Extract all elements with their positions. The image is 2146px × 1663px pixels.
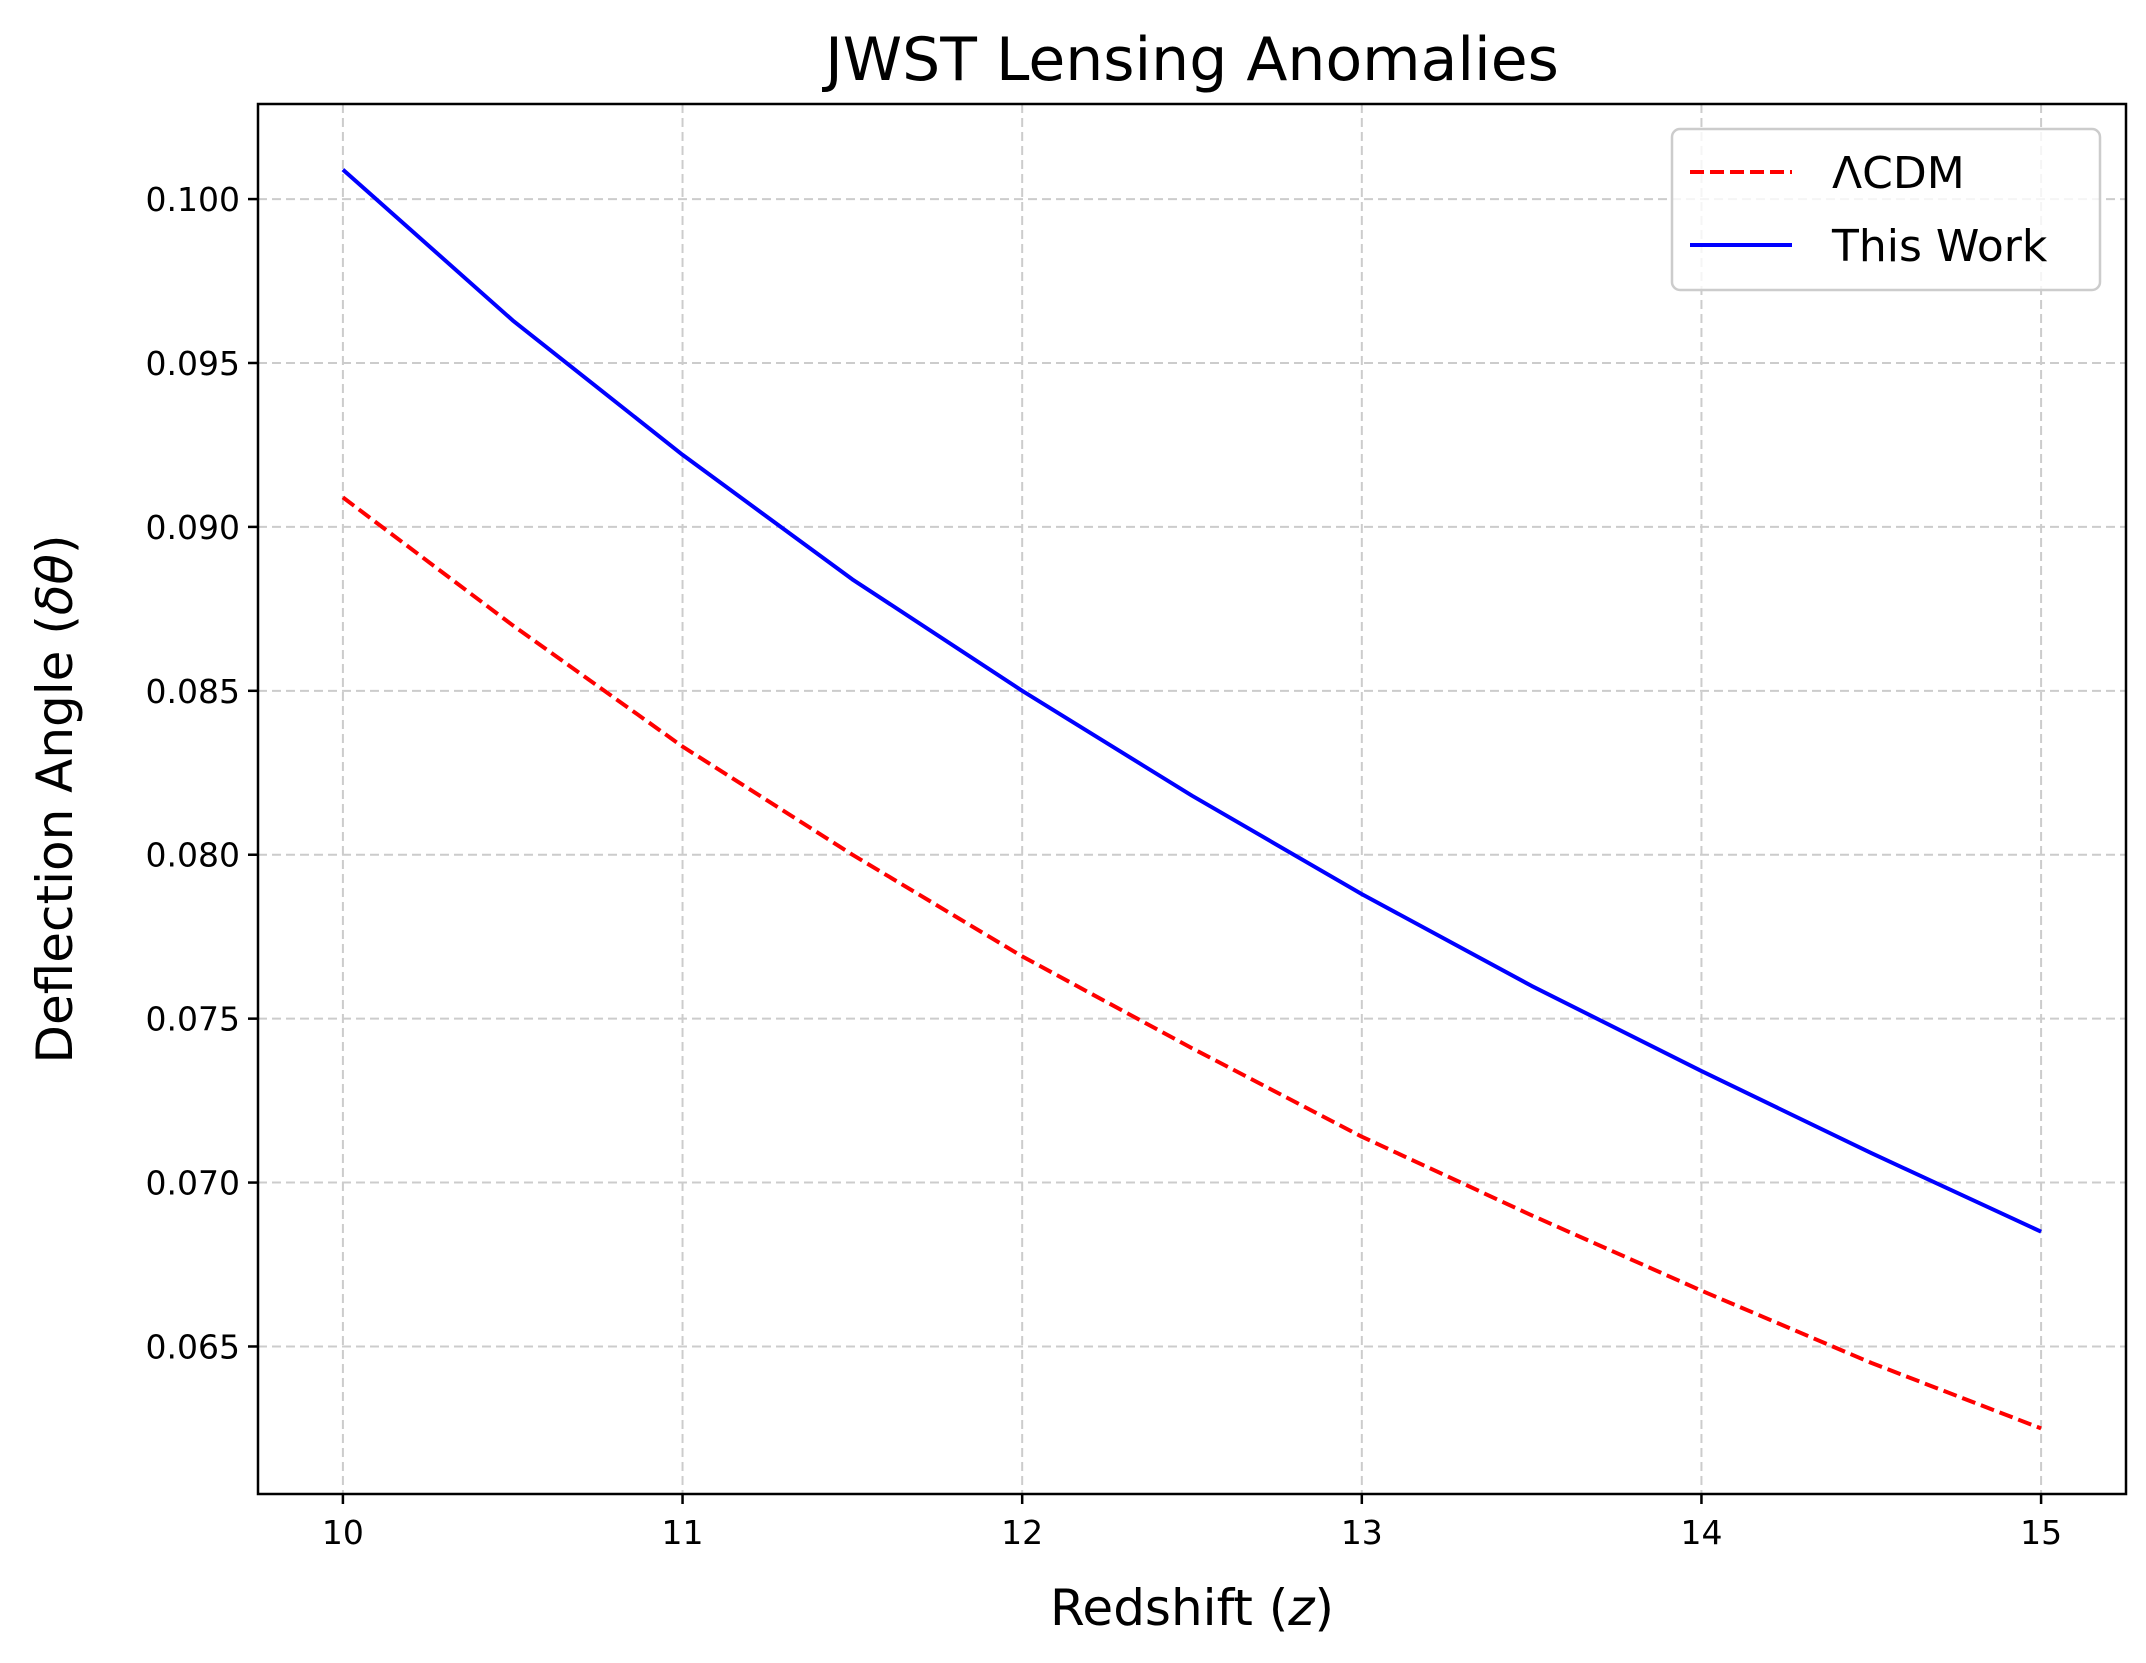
y-tick-label: 0.095 <box>146 344 240 383</box>
series-layer <box>341 168 2042 1431</box>
y-tick-label: 0.090 <box>146 508 240 547</box>
legend-label-lcdm: ΛCDM <box>1832 148 1965 199</box>
x-tick-label: 14 <box>1680 1513 1722 1552</box>
x-axis-label-end: ) <box>1315 1579 1335 1637</box>
y-axis-label: Deflection Angle (δθ) <box>26 534 84 1063</box>
y-axis-label-var: δθ <box>26 554 84 615</box>
x-axis-label-var: z <box>1287 1579 1316 1637</box>
x-tick-label: 11 <box>662 1513 704 1552</box>
legend-box <box>1670 127 2102 292</box>
legend-label-this-work: This Work <box>1831 221 2048 272</box>
legend: ΛCDM This Work <box>1670 127 2102 292</box>
chart-title: JWST Lensing Anomalies <box>821 25 1559 95</box>
y-tick-label: 0.075 <box>146 1000 240 1039</box>
series-line-this-work <box>341 168 2042 1234</box>
series-line-lcdm <box>341 495 2042 1431</box>
y-tick-label: 0.065 <box>146 1327 240 1366</box>
y-axis-label-end: ) <box>26 534 84 554</box>
x-axis-label: Redshift (z) <box>1050 1579 1334 1637</box>
y-tick-label: 0.100 <box>146 180 240 219</box>
x-tick-label: 12 <box>1001 1513 1043 1552</box>
x-tick-label: 10 <box>322 1513 364 1552</box>
tick-layer: 10 11 12 13 14 15 0.065 0.070 0.075 0.080 0.085 0.0… <box>146 180 2063 1552</box>
y-tick-label: 0.085 <box>146 672 240 711</box>
x-tick-label: 13 <box>1341 1513 1383 1552</box>
grid-layer <box>258 104 2126 1494</box>
plot-frame <box>256 102 2128 1496</box>
y-tick-label: 0.070 <box>146 1164 240 1203</box>
y-tick-label: 0.080 <box>146 836 240 875</box>
x-axis-label-text: Redshift ( <box>1050 1579 1288 1637</box>
y-axis-label-text: Deflection Angle ( <box>26 615 84 1063</box>
x-tick-label: 15 <box>2020 1513 2062 1552</box>
